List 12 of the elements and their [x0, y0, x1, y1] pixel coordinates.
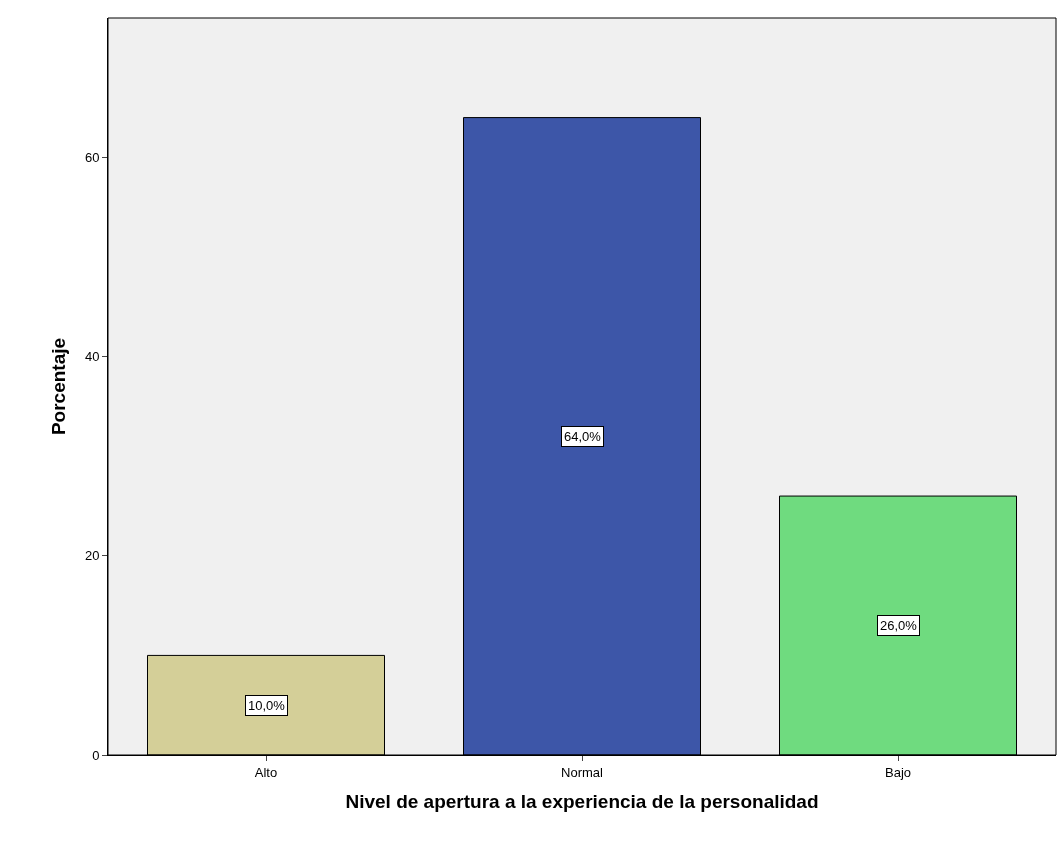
- data-label: 64,0%: [564, 429, 602, 444]
- data-label: 26,0%: [880, 618, 918, 633]
- x-tick-label: Bajo: [884, 764, 912, 780]
- y-tick-label: 0: [92, 747, 100, 763]
- y-tick-label: 20: [84, 548, 100, 564]
- x-tick-label: Alto: [254, 764, 278, 780]
- y-tick-label: 60: [84, 149, 100, 165]
- y-axis-title: Porcentaje: [47, 337, 69, 436]
- data-label: 10,0%: [248, 698, 286, 713]
- y-tick-label: 40: [84, 349, 100, 365]
- x-tick-label: Normal: [561, 764, 604, 780]
- x-axis-title: Nivel de apertura a la experiencia de la personalidad: [345, 791, 819, 813]
